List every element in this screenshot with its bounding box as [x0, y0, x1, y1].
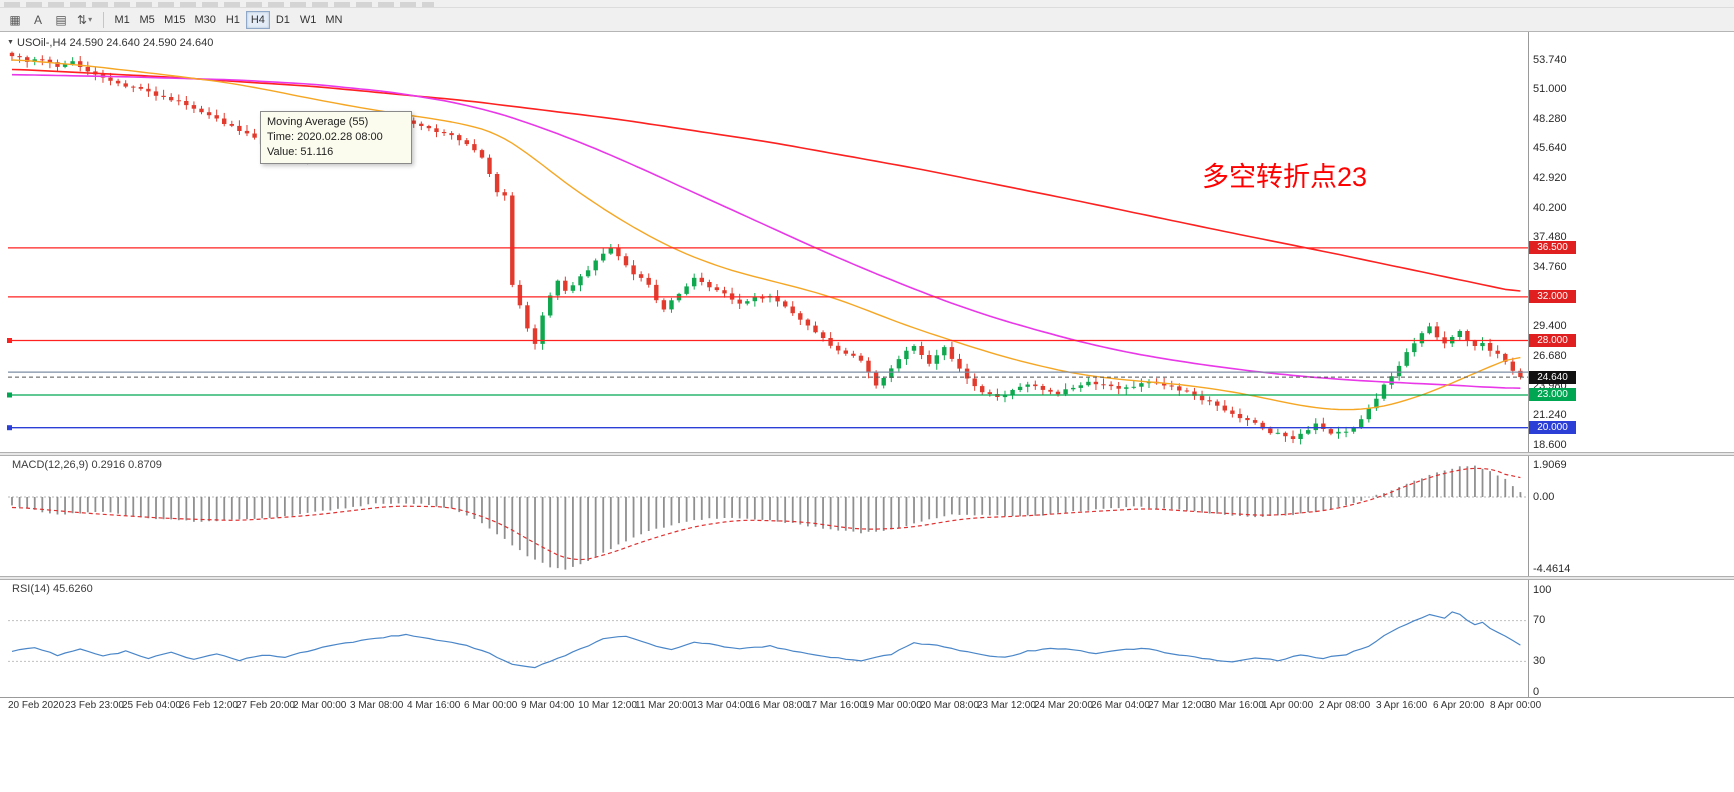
rsi-axis-label: 30: [1533, 654, 1546, 667]
macd-axis-label: -4.4614: [1533, 563, 1571, 576]
timeframe-m15-button[interactable]: M15: [160, 11, 189, 29]
time-axis-label: 2 Apr 08:00: [1319, 700, 1371, 711]
macd-indicator-label: MACD(12,26,9) 0.2916 0.8709: [12, 459, 162, 471]
time-axis-label: 6 Mar 00:00: [464, 700, 518, 711]
macd-axis-label: 1.9069: [1533, 459, 1567, 472]
chart-toolbar: ▦ A ▤ ⇅ ▾ M1 M5 M15 M30 H1 H4 D1 W1 MN: [0, 8, 1734, 32]
time-axis-label: 4 Mar 16:00: [407, 700, 461, 711]
hline-badge-28.000: 28.000: [1529, 333, 1576, 347]
updown-arrows-icon: ⇅: [77, 12, 88, 27]
hline-badge-20.000: 20.000: [1529, 421, 1576, 435]
scale-dropdown-button[interactable]: ⇅ ▾: [73, 10, 96, 29]
text-cursor-icon[interactable]: A: [27, 10, 49, 29]
macd-signal-line: [11, 467, 1521, 561]
ma-fast-line: [11, 59, 1521, 411]
time-axis-label: 20 Feb 2020: [8, 700, 65, 711]
tooltip-value: Value: 51.116: [267, 146, 334, 158]
time-axis-label: 26 Feb 12:00: [179, 700, 238, 711]
hline-badge-23.000: 23.000: [1529, 388, 1576, 402]
timeframe-m1-button[interactable]: M1: [110, 11, 134, 29]
macd-histogram: [11, 465, 1522, 570]
hline-badge-36.500: 36.500: [1529, 241, 1576, 255]
timeframe-m30-button[interactable]: M30: [190, 11, 219, 29]
hline-anchor-marker[interactable]: [7, 392, 12, 398]
timeframe-w1-button[interactable]: W1: [296, 11, 321, 29]
chart-type-icon[interactable]: ▤: [50, 10, 72, 29]
price-axis-label: 18.600: [1533, 438, 1567, 451]
rsi-axis-label: 70: [1533, 614, 1546, 627]
rsi-panel-splitter[interactable]: [0, 576, 1734, 580]
price-axis-separator: [1528, 32, 1529, 697]
time-axis-label: 25 Feb 04:00: [122, 700, 181, 711]
ma-slow-line: [11, 68, 1521, 292]
macd-axis-label: 0.00: [1533, 490, 1555, 503]
time-axis-label: 19 Mar 00:00: [863, 700, 922, 711]
price-axis-label: 42.920: [1533, 172, 1567, 185]
price-axis-label: 29.400: [1533, 320, 1567, 333]
symbol-dropdown-icon[interactable]: ▼: [7, 39, 14, 46]
time-axis-label: 11 Mar 20:00: [635, 700, 694, 711]
rsi-axis-label: 100: [1533, 583, 1552, 596]
price-axis-label: 45.640: [1533, 142, 1567, 155]
time-axis-label: 2 Mar 00:00: [293, 700, 347, 711]
timeframe-h1-button[interactable]: H1: [221, 11, 245, 29]
timeframe-mn-button[interactable]: MN: [321, 11, 346, 29]
time-axis-label: 16 Mar 08:00: [749, 700, 808, 711]
timeframe-d1-button[interactable]: D1: [271, 11, 295, 29]
time-axis-label: 10 Mar 12:00: [578, 700, 637, 711]
price-axis-label: 48.280: [1533, 112, 1567, 125]
price-axis-label: 26.680: [1533, 349, 1567, 362]
symbol-ohlc-title: USOil-,H4 24.590 24.640 24.590 24.640: [17, 37, 214, 49]
timeframe-h4-button[interactable]: H4: [245, 10, 270, 29]
time-axis-label: 27 Mar 12:00: [1148, 700, 1207, 711]
time-axis-label: 27 Feb 20:00: [236, 700, 295, 711]
time-axis-label: 30 Mar 16:00: [1205, 700, 1264, 711]
time-axis-separator: [0, 697, 1734, 698]
price-axis-label: 53.740: [1533, 53, 1567, 66]
time-axis-label: 3 Apr 16:00: [1376, 700, 1428, 711]
time-axis-label: 3 Mar 08:00: [350, 700, 404, 711]
time-axis-label: 24 Mar 20:00: [1034, 700, 1093, 711]
time-axis-label: 17 Mar 16:00: [806, 700, 865, 711]
timeframe-switcher: M1 M5 M15 M30 H1 H4 D1 W1 MN: [110, 10, 347, 29]
rsi-indicator-label: RSI(14) 45.6260: [12, 583, 93, 595]
hline-badge-32.000: 32.000: [1529, 290, 1576, 304]
time-axis-label: 20 Mar 08:00: [920, 700, 979, 711]
timeframe-m5-button[interactable]: M5: [135, 11, 159, 29]
hline-anchor-marker[interactable]: [7, 425, 12, 431]
price-axis-label: 34.760: [1533, 260, 1567, 273]
clipped-toolbar-icons: [4, 2, 434, 7]
clipped-toolbar-row: [0, 0, 1734, 8]
price-axis-label: 40.200: [1533, 201, 1567, 214]
time-axis-label: 26 Mar 04:00: [1091, 700, 1150, 711]
macd-panel-splitter[interactable]: [0, 452, 1734, 456]
rsi-axis-label: 0: [1533, 685, 1540, 698]
hline-anchor-marker[interactable]: [7, 338, 12, 343]
tooltip-indicator-name: Moving Average (55): [267, 116, 369, 128]
price-axis-label: 37.480: [1533, 231, 1567, 244]
time-axis-label: 23 Mar 12:00: [977, 700, 1036, 711]
ma-mid-line: [11, 73, 1521, 389]
current-price-badge: 24.640: [1529, 370, 1576, 384]
time-axis-label: 13 Mar 04:00: [692, 700, 751, 711]
ma-tooltip: Moving Average (55) Time: 2020.02.28 08:…: [260, 111, 412, 164]
time-axis-label: 8 Apr 00:00: [1490, 700, 1542, 711]
toolbar-separator: [103, 11, 105, 28]
rsi-line: [11, 611, 1521, 669]
tooltip-time: Time: 2020.02.28 08:00: [267, 131, 383, 143]
time-axis-label: 23 Feb 23:00: [65, 700, 124, 711]
time-axis-label: 9 Mar 04:00: [521, 700, 575, 711]
price-axis-label: 21.240: [1533, 409, 1567, 422]
templates-grid-icon[interactable]: ▦: [4, 10, 26, 29]
chinese-annotation-text: 多空转折点23: [1202, 162, 1368, 192]
time-axis-label: 6 Apr 20:00: [1433, 700, 1485, 711]
dropdown-caret-icon: ▾: [88, 15, 93, 24]
price-axis-label: 51.000: [1533, 83, 1567, 96]
time-axis-label: 1 Apr 00:00: [1262, 700, 1314, 711]
